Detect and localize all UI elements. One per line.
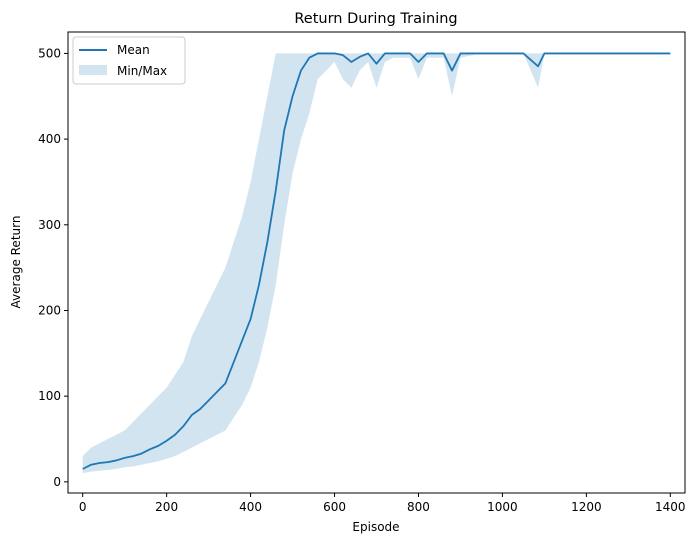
x-tick-label: 400 <box>239 500 262 514</box>
x-tick-label: 1400 <box>655 500 686 514</box>
mean-line-layer <box>82 52 671 470</box>
x-tick-label: 800 <box>407 500 430 514</box>
legend-minmax-swatch <box>79 65 107 75</box>
legend-mean-label: Mean <box>117 43 150 57</box>
plot-frame <box>67 31 686 494</box>
y-axis-label: Average Return <box>9 216 23 309</box>
legend: Mean Min/Max <box>72 36 186 85</box>
y-tick-label: 500 <box>38 46 61 60</box>
x-tick-label: 1000 <box>487 500 518 514</box>
x-axis-label: Episode <box>352 520 399 534</box>
x-axis-ticks: 0 200 400 600 800 1000 1200 1400 <box>79 493 686 514</box>
chart-title: Return During Training <box>294 11 457 27</box>
x-tick-label: 0 <box>79 500 87 514</box>
legend-box <box>72 36 186 85</box>
x-tick-label: 200 <box>155 500 178 514</box>
y-tick-label: 0 <box>53 475 61 489</box>
y-axis-ticks: 0 100 200 300 400 500 <box>38 46 68 489</box>
legend-minmax-label: Min/Max <box>117 64 167 78</box>
y-tick-label: 200 <box>38 303 61 317</box>
plot-area <box>68 32 685 493</box>
y-tick-label: 100 <box>38 389 61 403</box>
y-tick-label: 400 <box>38 132 61 146</box>
y-tick-label: 300 <box>38 218 61 232</box>
x-tick-label: 1200 <box>571 500 602 514</box>
min-max-band <box>82 53 671 474</box>
min-max-band-layer <box>82 53 671 474</box>
mean-line <box>82 52 671 470</box>
x-tick-label: 600 <box>323 500 346 514</box>
